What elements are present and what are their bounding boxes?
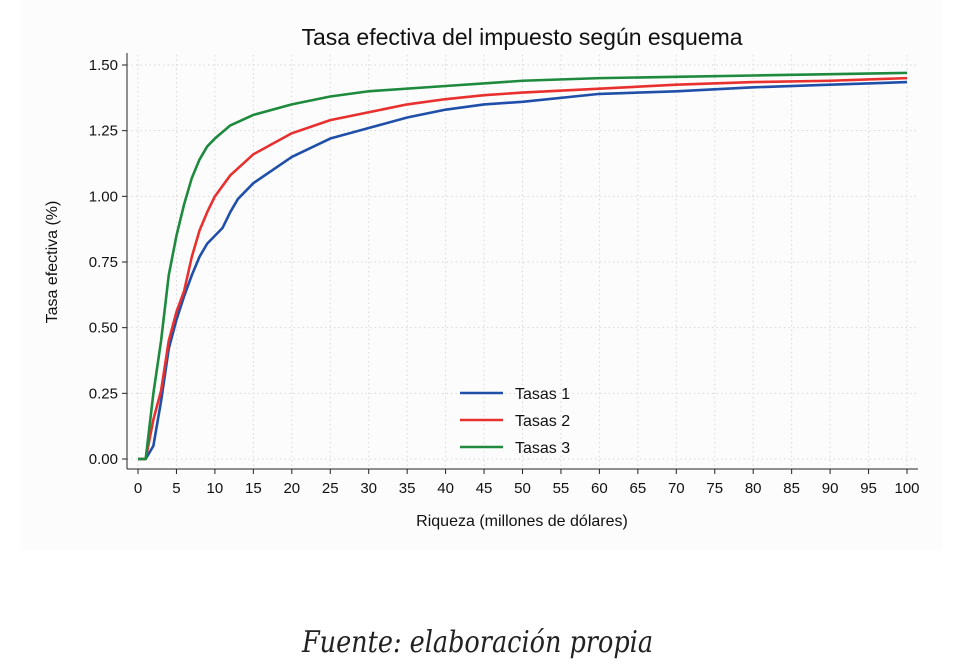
legend-label-2: Tasas 2 — [515, 413, 570, 430]
x-tick-label: 80 — [745, 480, 762, 497]
chart-background — [20, 0, 942, 550]
series-line-1 — [138, 80, 908, 461]
chart-title: Tasa efectiva del impuesto según esquema — [301, 24, 742, 50]
x-tick-label: 95 — [860, 480, 877, 497]
x-tick-label: 25 — [322, 480, 339, 497]
x-tick-label: 5 — [172, 480, 180, 497]
x-tick-label: 30 — [360, 480, 377, 497]
x-tick-label: 55 — [553, 480, 570, 497]
x-tick-label: 40 — [437, 480, 454, 497]
x-tick-label: 35 — [399, 480, 416, 497]
x-tick-label: 10 — [207, 480, 224, 497]
x-tick-label: 15 — [245, 480, 262, 497]
x-tick-label: 100 — [894, 480, 919, 497]
x-tick-label: 20 — [283, 480, 300, 497]
x-tick-label: 70 — [668, 480, 685, 497]
x-tick-label: 60 — [591, 480, 608, 497]
y-tick-label: 1.00 — [89, 188, 118, 205]
y-axis-label: Tasa efectiva (%) — [44, 201, 61, 324]
series-line-2 — [138, 76, 908, 461]
legend-label-1: Tasas 1 — [515, 386, 570, 403]
legend-label-3: Tasas 3 — [515, 440, 570, 457]
y-tick-label: 0.00 — [89, 451, 118, 468]
y-tick-label: 0.50 — [89, 320, 118, 337]
x-tick-label: 45 — [476, 480, 493, 497]
y-tick-label: 0.25 — [89, 385, 118, 402]
x-tick-label: 85 — [783, 480, 800, 497]
x-tick-label: 65 — [630, 480, 647, 497]
x-tick-label: 75 — [706, 480, 723, 497]
y-tick-label: 0.75 — [89, 254, 118, 271]
figure-caption: Fuente: elaboración propia — [301, 625, 654, 660]
y-tick-label: 1.25 — [89, 123, 118, 140]
x-tick-label: 0 — [134, 480, 142, 497]
y-tick-label: 1.50 — [89, 57, 118, 74]
x-axis-label: Riqueza (millones de dólares) — [416, 513, 628, 530]
x-tick-label: 90 — [822, 480, 839, 497]
x-tick-label: 50 — [514, 480, 531, 497]
series-line-3 — [138, 71, 908, 461]
